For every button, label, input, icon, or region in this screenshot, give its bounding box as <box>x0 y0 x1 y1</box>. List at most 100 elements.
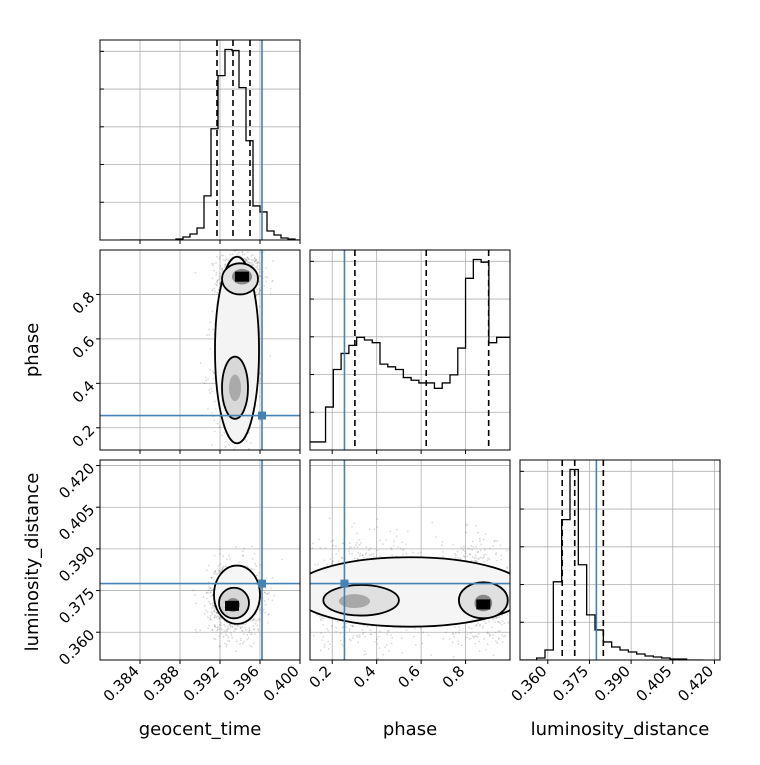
sample-point <box>211 602 214 605</box>
sample-point <box>194 594 196 596</box>
sample-point <box>257 268 260 271</box>
sample-point <box>214 625 217 628</box>
sample-point <box>209 392 211 394</box>
sample-point <box>212 262 215 265</box>
sample-point <box>458 626 460 629</box>
sample-point <box>219 280 222 283</box>
sample-point <box>195 631 198 634</box>
sample-point <box>248 261 250 264</box>
sample-point <box>359 552 362 555</box>
sample-point <box>219 548 222 551</box>
sample-point <box>259 289 262 292</box>
sample-point <box>264 275 267 278</box>
sample-point <box>215 611 218 614</box>
sample-point <box>307 560 309 562</box>
sample-point <box>211 606 213 609</box>
sample-point <box>216 279 219 282</box>
sample-point <box>252 259 255 261</box>
sample-point <box>477 622 480 625</box>
sample-point <box>513 595 515 597</box>
sample-point <box>264 591 266 594</box>
sample-point <box>480 556 482 559</box>
sample-point <box>351 525 353 528</box>
sample-point <box>345 626 348 629</box>
sample-point <box>496 540 498 542</box>
sample-point <box>471 540 474 543</box>
sample-point <box>244 628 247 631</box>
sample-point <box>500 623 503 626</box>
sample-point <box>497 616 500 619</box>
sample-point <box>243 253 246 256</box>
sample-point <box>256 261 259 264</box>
sample-point <box>270 587 272 590</box>
sample-point <box>236 625 239 628</box>
sample-point <box>361 554 364 557</box>
sample-point <box>306 614 308 616</box>
sample-point <box>208 602 211 605</box>
sample-point <box>417 552 420 555</box>
sample-point <box>209 595 212 598</box>
sample-point <box>386 633 388 636</box>
sample-point <box>259 608 261 611</box>
sample-point <box>373 641 376 643</box>
sample-point <box>207 627 210 630</box>
sample-point <box>251 545 254 548</box>
sample-point <box>376 518 379 520</box>
sample-point <box>506 567 509 570</box>
sample-point <box>457 557 460 559</box>
sample-point <box>514 579 516 581</box>
sample-point <box>255 295 258 297</box>
sample-point <box>257 629 260 632</box>
sample-point <box>207 581 210 583</box>
panel-luminosity-distance-vs-phase <box>306 459 518 680</box>
sample-point <box>246 247 248 249</box>
sample-point <box>425 678 427 680</box>
sample-point <box>213 419 216 422</box>
sample-point <box>492 545 494 547</box>
sample-point <box>359 554 361 557</box>
sample-point <box>241 251 244 254</box>
sample-point <box>251 261 253 264</box>
sample-point <box>474 560 476 563</box>
sample-point <box>499 544 502 547</box>
sample-point <box>402 548 405 551</box>
sample-point <box>516 587 518 589</box>
sample-point <box>253 618 256 621</box>
sample-point <box>330 562 333 565</box>
sample-point <box>258 287 261 290</box>
sample-point <box>224 260 227 262</box>
sample-point <box>386 630 389 633</box>
sample-point <box>460 644 463 647</box>
sample-point <box>466 636 469 639</box>
sample-point <box>474 642 477 645</box>
sample-point <box>256 288 258 291</box>
sample-point <box>348 628 351 630</box>
sample-point <box>331 559 334 562</box>
sample-point <box>501 614 503 617</box>
truth-marker <box>340 579 349 588</box>
sample-point <box>257 618 260 620</box>
sample-point <box>214 408 217 410</box>
sample-point <box>356 546 359 549</box>
x-axis-label-luminosity-distance: luminosity_distance <box>531 719 710 740</box>
sample-point <box>335 630 338 633</box>
sample-point <box>243 257 246 260</box>
sample-point <box>209 618 212 621</box>
sample-point <box>352 625 354 628</box>
sample-point <box>255 259 257 262</box>
sample-point <box>442 637 445 640</box>
sample-point <box>354 662 356 664</box>
sample-point <box>231 637 234 639</box>
sample-point <box>226 625 229 628</box>
sample-point <box>427 634 430 637</box>
sample-point <box>269 293 272 295</box>
sample-point <box>254 622 257 625</box>
sample-point <box>483 556 485 558</box>
sample-point <box>364 553 367 556</box>
sample-point <box>213 290 216 293</box>
sample-point <box>452 633 455 636</box>
sample-point <box>245 259 248 261</box>
sample-point <box>256 574 259 577</box>
sample-point <box>494 640 497 643</box>
sample-point <box>263 591 266 594</box>
